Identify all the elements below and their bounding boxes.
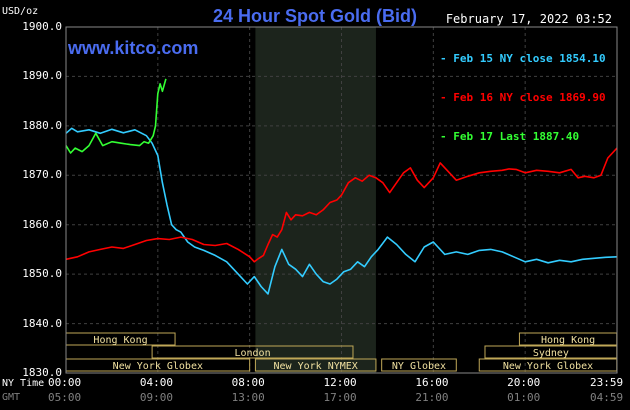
session-bar: NY Globex (381, 358, 457, 372)
x-tick-label-ny: 00:00 (48, 376, 82, 389)
y-tick-label: 1860.0 (22, 217, 62, 231)
y-tick-label: 1900.0 (22, 20, 62, 33)
session-bar-label: NY Globex (392, 361, 446, 372)
y-axis-unit: USD/oz (2, 6, 39, 17)
y-tick-label: 1880.0 (22, 118, 62, 132)
x-tick-label-gmt: 13:00 (231, 391, 265, 404)
source-watermark: www.kitco.com (68, 38, 199, 58)
x-tick-label-ny: 04:00 (139, 376, 173, 389)
datestamp: February 17, 2022 03:52 (445, 12, 612, 26)
session-bar-box (151, 345, 354, 359)
y-tick-label: 1850.0 (22, 267, 62, 281)
legend-entry-feb16: - Feb 16 NY close 1869.90 (440, 91, 606, 104)
x-tick-label-gmt: 21:00 (415, 391, 449, 404)
x-tick-label-ny: 23:59 (590, 376, 624, 389)
legend-label-feb17: Feb 17 Last 1887.40 (453, 130, 580, 143)
x-tick-label-gmt: 17:00 (323, 391, 357, 404)
y-tick-label: 1830.0 (22, 366, 62, 379)
chart-title: 24 Hour Spot Gold (Bid) (213, 6, 417, 26)
session-bar: London (151, 345, 354, 359)
x-tick-label-ny: 20:00 (507, 376, 541, 389)
x-tick-label-ny: 16:00 (415, 376, 449, 389)
session-bar-label: London (234, 348, 270, 359)
series-line-0 (65, 127, 618, 295)
y-tick-label: 1840.0 (22, 316, 62, 330)
x-tick-label-gmt: 09:00 (139, 391, 173, 404)
series-line-1 (65, 147, 618, 263)
session-bar: New York NYMEX (254, 358, 377, 372)
session-bar-box (254, 358, 377, 372)
legend-label-feb16: Feb 16 NY close 1869.90 (453, 91, 606, 104)
x-tick-label-gmt: 01:00 (507, 391, 541, 404)
session-bar-label: Hong Kong (93, 335, 147, 346)
x-tick-label-gmt: 04:59 (590, 391, 624, 404)
grid (66, 27, 617, 373)
ny-time-row-label: NY Time (2, 378, 45, 389)
legend-label-feb15: Feb 15 NY close 1854.10 (453, 52, 606, 65)
x-tick-label-gmt: 05:00 (48, 391, 82, 404)
y-tick-label: 1870.0 (22, 168, 62, 182)
session-bar-label: Hong Kong (541, 335, 595, 346)
legend: - Feb 15 NY close 1854.10 - Feb 16 NY cl… (440, 26, 606, 156)
session-bar-label: Sydney (533, 348, 569, 359)
session-bar-label: New York NYMEX (274, 361, 358, 372)
plot-border (65, 26, 618, 374)
series-lines (65, 78, 618, 295)
session-bar-label: New York Globex (503, 361, 593, 372)
gmt-row-label: GMT (2, 392, 21, 403)
x-tick-label-ny: 12:00 (323, 376, 357, 389)
legend-entry-feb15: - Feb 15 NY close 1854.10 (440, 52, 606, 65)
legend-entry-feb17: - Feb 17 Last 1887.40 (440, 130, 580, 143)
nymex-session-shading (255, 27, 376, 373)
session-bar-box (381, 358, 457, 372)
series-line-2 (65, 78, 167, 154)
y-tick-label: 1890.0 (22, 69, 62, 83)
session-bar-label: New York Globex (113, 361, 203, 372)
session-bars: Hong Kong Hong Kong London Sydney New York G… (65, 332, 618, 372)
x-tick-label-ny: 08:00 (231, 376, 265, 389)
